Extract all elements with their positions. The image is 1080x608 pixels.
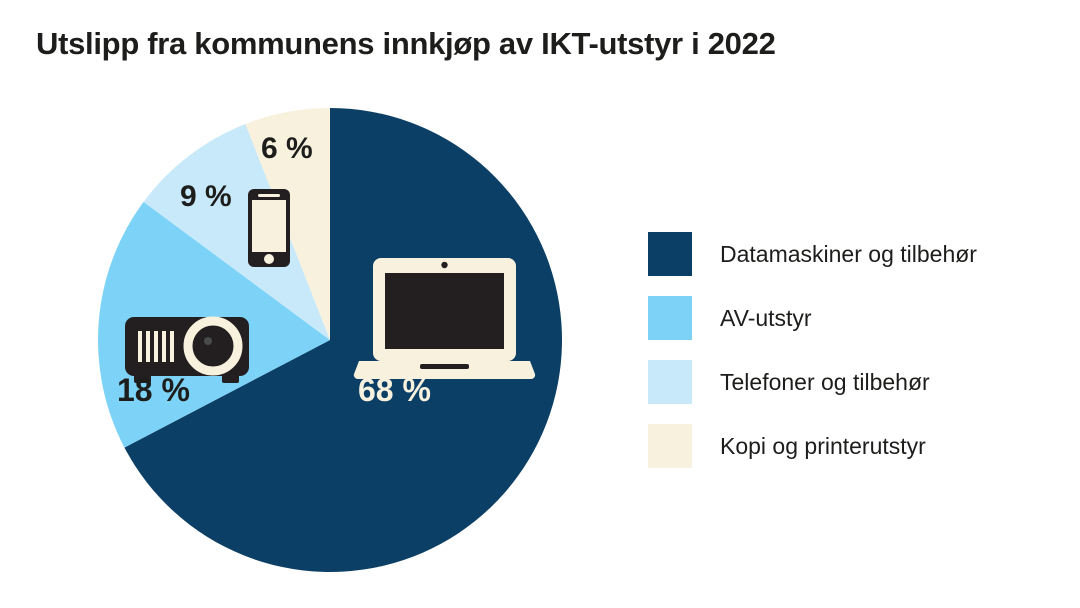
pie-chart: 68 % 18 % 9 % 6 % [98,108,562,572]
legend-item-printers[interactable]: Kopi og printerutstyr [648,414,1048,478]
slice-label-printers: 6 % [261,132,313,165]
laptop-icon [353,258,536,380]
smartphone-icon [248,189,290,267]
legend-label-computers: Datamaskiner og tilbehør [720,240,977,267]
legend-item-phones[interactable]: Telefoner og tilbehør [648,350,1048,414]
slice-label-computers: 68 % [358,372,431,408]
pie-slice-computers[interactable] [124,108,562,572]
legend-swatch-av [648,296,692,340]
pie-slice-phones[interactable] [143,123,330,340]
slice-label-av: 18 % [117,372,190,408]
legend-item-computers[interactable]: Datamaskiner og tilbehør [648,222,1048,286]
legend: Datamaskiner og tilbehør AV-utstyr Telef… [648,222,1048,478]
legend-label-printers: Kopi og printerutstyr [720,432,926,459]
legend-label-phones: Telefoner og tilbehør [720,368,930,395]
legend-label-av: AV-utstyr [720,304,812,331]
legend-swatch-computers [648,232,692,276]
legend-item-av[interactable]: AV-utstyr [648,286,1048,350]
page-title: Utslipp fra kommunens innkjøp av IKT-uts… [36,26,776,61]
projector-icon [125,316,249,383]
pie-chart-svg: 68 % 18 % 9 % 6 % [98,108,562,572]
legend-swatch-phones [648,360,692,404]
slice-label-phones: 9 % [180,180,232,213]
legend-swatch-printers [648,424,692,468]
